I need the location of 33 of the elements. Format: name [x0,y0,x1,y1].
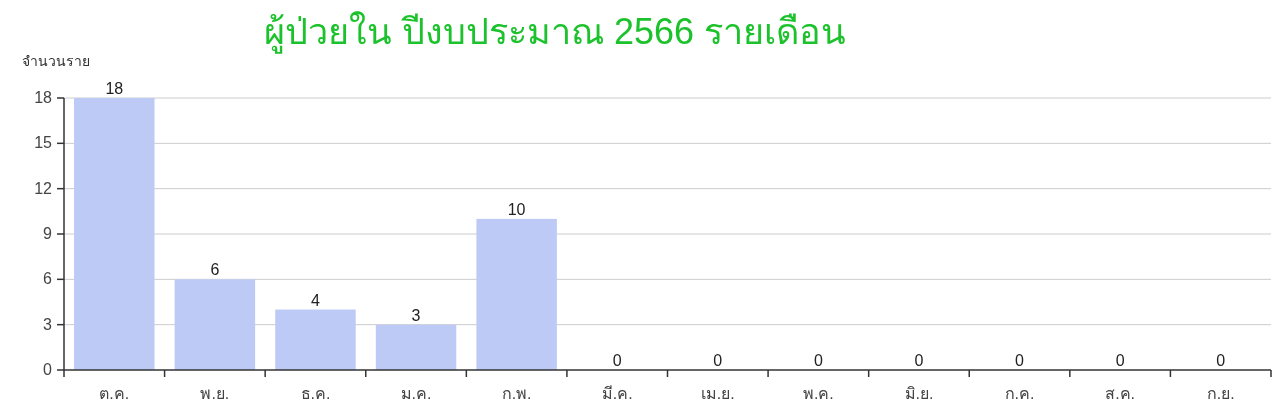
y-tick-label: 6 [43,270,53,288]
x-tick-label: ส.ค. [1105,385,1136,402]
y-tick-label: 18 [34,89,53,106]
y-tick-label: 0 [43,361,53,378]
x-tick-label: ก.ย. [1206,385,1235,402]
x-tick-label: ก.พ. [501,385,532,402]
x-tick-label: มี.ค. [601,385,633,402]
x-tick-label: พ.ย. [200,385,230,402]
data-label: 0 [914,352,924,369]
x-tick-label: พ.ค. [802,385,834,402]
data-label: 0 [713,352,723,369]
chart-title: ผู้ป่วยใน ปีงบประมาณ 2566 รายเดือน [263,11,847,54]
y-axis-title: จำนวนราย [22,53,90,69]
data-label: 0 [612,352,622,369]
y-tick-label: 15 [34,134,53,152]
x-tick-label: มิ.ย. [904,385,934,402]
y-tick-label: 3 [43,315,53,333]
data-label: 18 [105,80,124,97]
data-label: 0 [813,352,823,369]
data-label: 6 [210,261,220,279]
x-tick-label: ก.ค. [1004,385,1035,402]
data-label: 0 [1015,352,1025,369]
data-label: 0 [1115,352,1125,369]
y-tick-label: 9 [43,225,53,242]
x-tick-label: ธ.ค. [300,385,331,402]
x-tick-label: เม.ย. [700,385,735,402]
x-tick-label: ต.ค. [99,385,130,402]
data-label: 4 [311,291,321,309]
x-tick-label: ม.ค. [400,385,432,402]
y-tick-label: 12 [34,179,53,197]
data-label: 10 [507,200,526,218]
data-label: 3 [411,306,421,324]
data-label: 0 [1216,352,1226,369]
